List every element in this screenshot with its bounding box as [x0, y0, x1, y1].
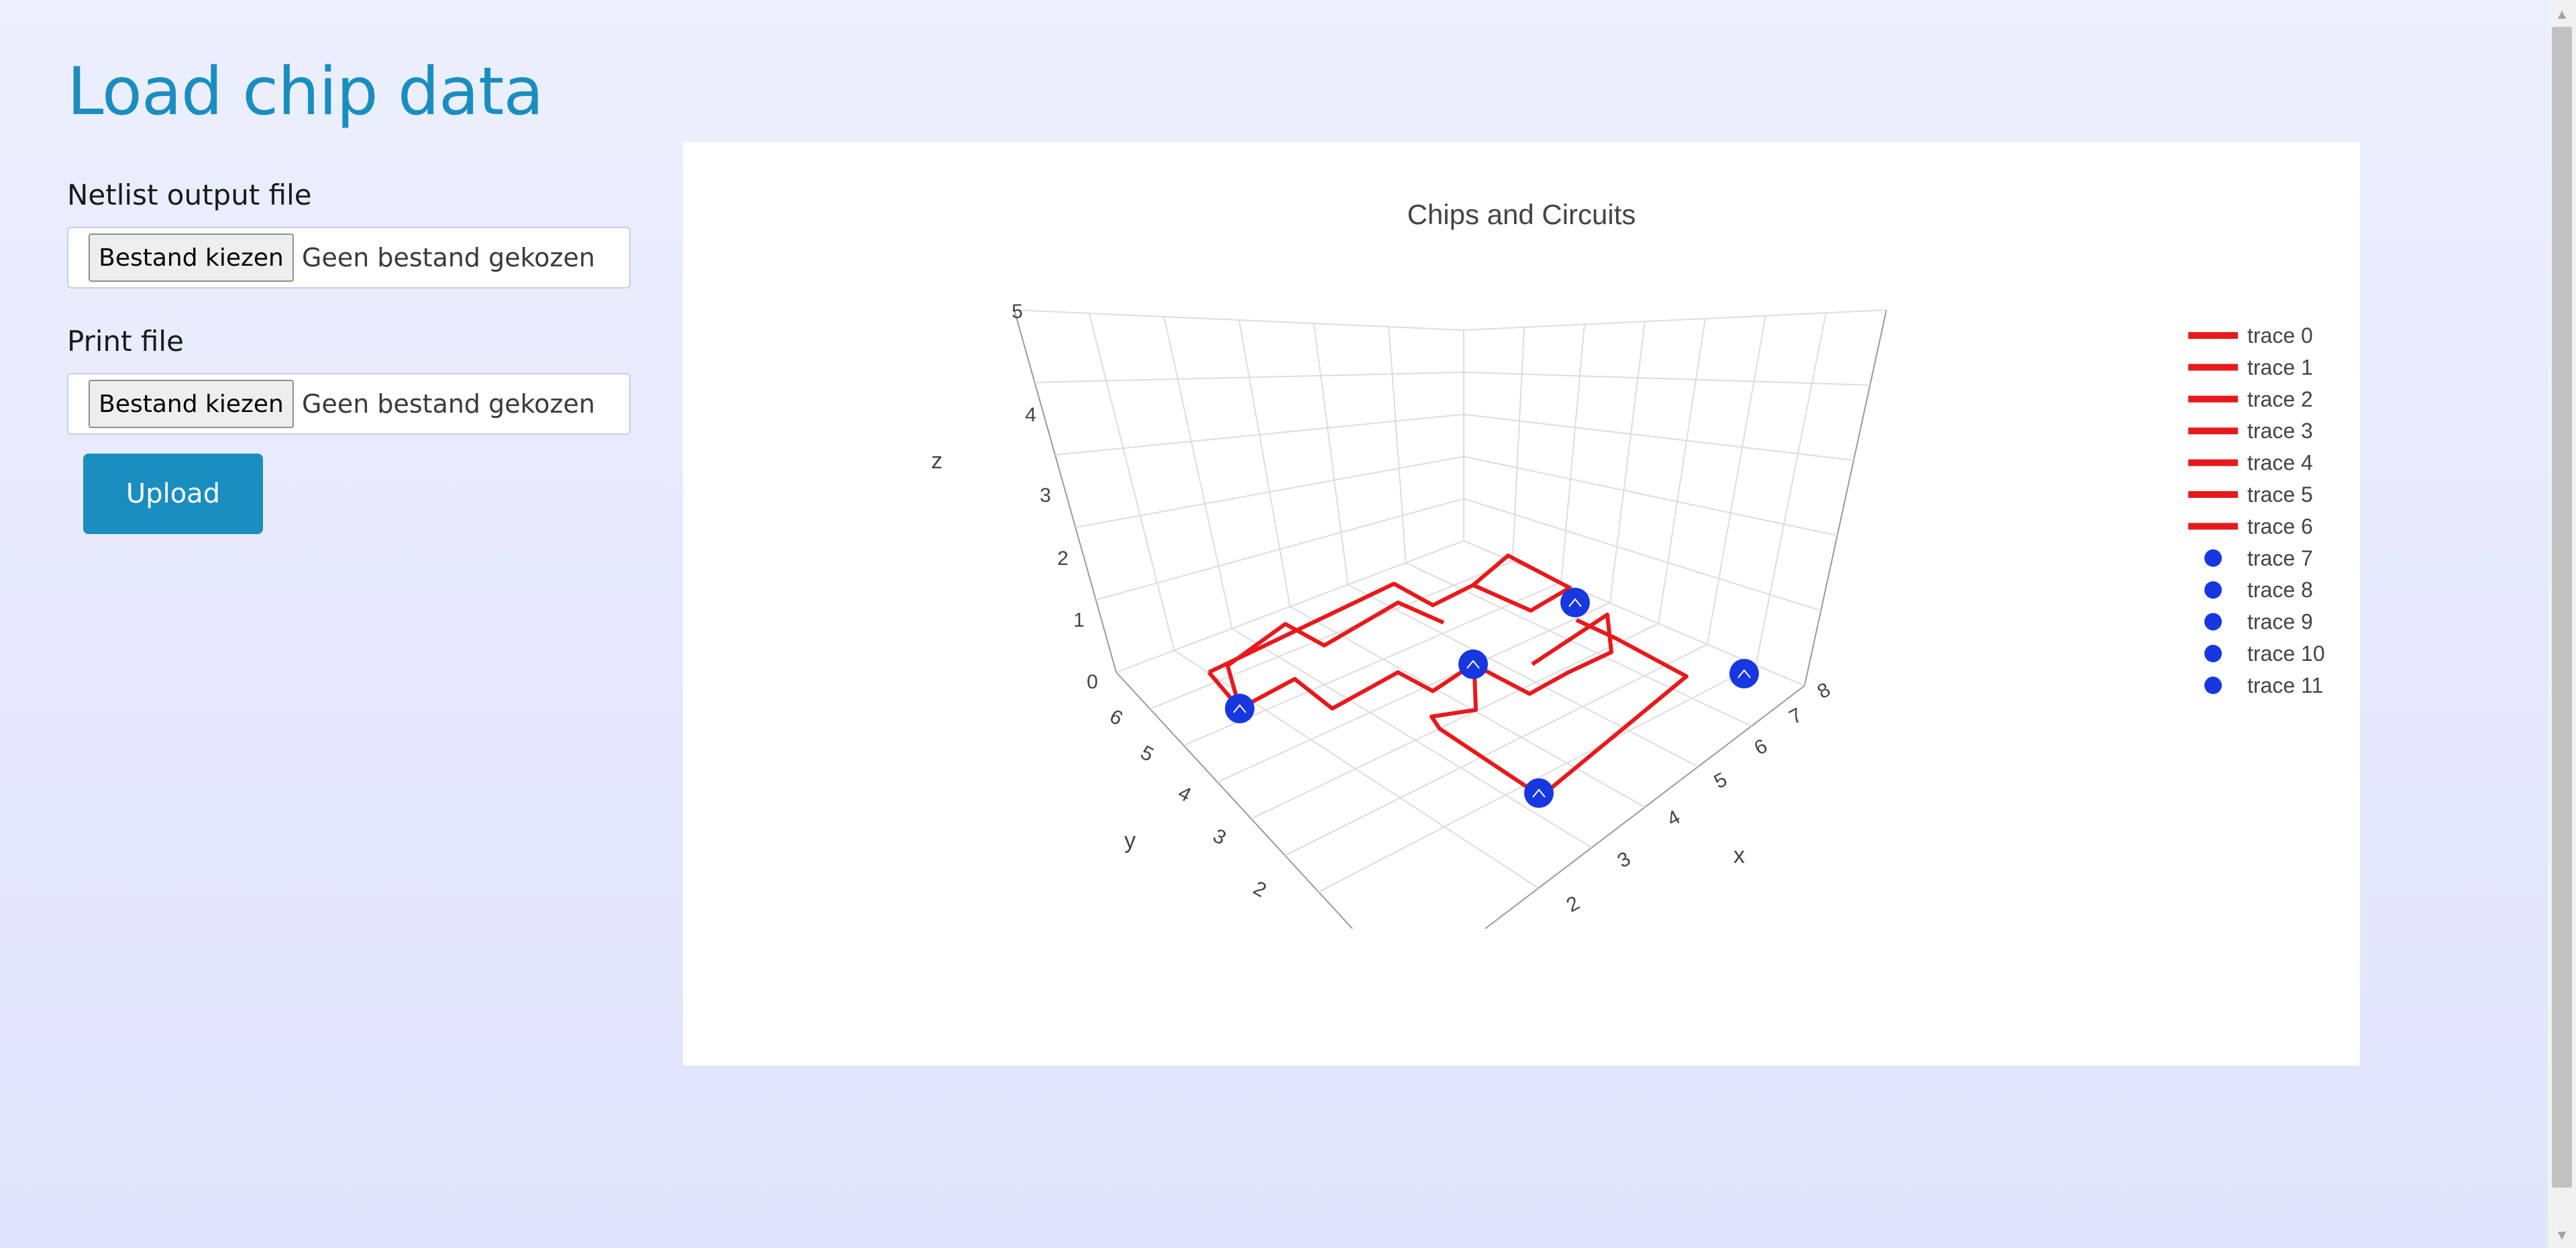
- grid-line: [1464, 499, 1821, 611]
- legend-item[interactable]: trace 9: [2204, 610, 2313, 634]
- legend-item-label: trace 4: [2247, 451, 2313, 475]
- x-tick-label: 6: [1751, 735, 1771, 760]
- legend-item[interactable]: trace 1: [2188, 355, 2313, 379]
- trace-10-marker: [1729, 659, 1759, 688]
- grid-line: [1314, 323, 1348, 584]
- legend-item-label: trace 6: [2247, 514, 2313, 538]
- z-tick-label: 5: [1012, 301, 1023, 323]
- grid-line: [1610, 321, 1645, 603]
- x-tick-label: 7: [1786, 704, 1806, 729]
- trace-3-line: [1209, 584, 1473, 672]
- x-tick-label: 8: [1814, 678, 1834, 703]
- legend-item[interactable]: trace 7: [2204, 546, 2313, 570]
- legend-marker-swatch: [2204, 581, 2222, 599]
- y-tick-label: 4: [1175, 782, 1195, 807]
- legend-item-label: trace 1: [2247, 355, 2313, 379]
- chart-title: Chips and Circuits: [1407, 199, 1636, 230]
- netlist-file-input[interactable]: Bestand kiezen Geen bestand gekozen: [67, 227, 631, 289]
- grid-line: [1239, 320, 1290, 607]
- z-tick-label: 2: [1057, 548, 1069, 570]
- upload-button[interactable]: Upload: [83, 454, 263, 534]
- box-edge: [1014, 310, 1116, 672]
- print-file-status: Geen bestand gekozen: [302, 389, 595, 419]
- trace-8-marker: [1458, 649, 1488, 679]
- trace-4-line: [1473, 556, 1570, 611]
- grid-line: [1089, 313, 1175, 650]
- x-tick-label: 4: [1664, 806, 1684, 831]
- netlist-choose-file-button[interactable]: Bestand kiezen: [89, 233, 294, 282]
- page-title: Load chip data: [67, 54, 543, 130]
- legend-item[interactable]: trace 3: [2188, 419, 2313, 443]
- legend[interactable]: trace 0 trace 1 trace 2 trace 3 trace 4 trace…: [2188, 323, 2325, 697]
- chips-circuits-chart[interactable]: Chips and Circuits 012345z23456y2345678x…: [683, 142, 2360, 1065]
- legend-item-label: trace 11: [2247, 673, 2323, 697]
- legend-item-label: trace 5: [2247, 482, 2313, 507]
- scroll-down-icon[interactable]: ▼: [2548, 1223, 2576, 1247]
- grid-line: [1464, 456, 1837, 535]
- grid-line: [1174, 650, 1538, 888]
- grid-line: [1561, 324, 1585, 582]
- legend-item-label: trace 3: [2247, 419, 2313, 443]
- legend-item[interactable]: trace 4: [2188, 451, 2313, 475]
- z-tick-label: 0: [1087, 671, 1098, 693]
- z-tick-label: 4: [1025, 404, 1036, 426]
- grid-line: [1464, 415, 1854, 460]
- grid-line: [1513, 327, 1524, 562]
- print-choose-file-button[interactable]: Bestand kiezen: [89, 380, 294, 428]
- legend-item-label: trace 8: [2247, 578, 2313, 602]
- legend-item-label: trace 0: [2247, 323, 2313, 348]
- scrollbar-thumb[interactable]: [2552, 27, 2572, 1188]
- legend-item[interactable]: trace 11: [2204, 673, 2323, 697]
- legend-item-label: trace 9: [2247, 610, 2313, 634]
- legend-item[interactable]: trace 6: [2188, 514, 2313, 538]
- legend-item[interactable]: trace 8: [2204, 578, 2313, 602]
- y-tick-label: 2: [1250, 877, 1270, 902]
- trace-11-marker: [1560, 588, 1590, 617]
- legend-item[interactable]: trace 2: [2188, 387, 2313, 411]
- legend-item[interactable]: trace 10: [2204, 641, 2325, 666]
- y-tick-label: 3: [1210, 825, 1230, 849]
- grid-line: [1707, 316, 1766, 645]
- trace-9-marker: [1524, 778, 1554, 808]
- y-tick-label: 5: [1137, 741, 1157, 766]
- grid-line: [1464, 372, 1870, 385]
- netlist-file-status: Geen bestand gekozen: [302, 243, 595, 272]
- grid-line: [1150, 562, 1512, 709]
- grid-line: [1756, 313, 1826, 665]
- legend-marker-swatch: [2204, 645, 2222, 662]
- z-axis-label: z: [931, 448, 943, 474]
- grid-line: [1164, 317, 1232, 629]
- y-tick-label: 6: [1106, 705, 1126, 730]
- x-tick-label: 2: [1563, 892, 1583, 917]
- legend-marker-swatch: [2204, 676, 2222, 694]
- legend-item[interactable]: trace 5: [2188, 482, 2313, 507]
- y-axis-label: y: [1124, 828, 1136, 853]
- print-file-input[interactable]: Bestand kiezen Geen bestand gekozen: [67, 373, 631, 435]
- scroll-up-icon[interactable]: ▲: [2548, 1, 2576, 25]
- trace-markers: [1225, 588, 1759, 808]
- legend-item-label: trace 7: [2247, 546, 2313, 570]
- x-tick-label: 5: [1711, 768, 1731, 793]
- legend-item-label: trace 10: [2247, 641, 2325, 666]
- netlist-label: Netlist output file: [67, 178, 312, 211]
- legend-item[interactable]: trace 0: [2188, 323, 2313, 348]
- legend-marker-swatch: [2204, 550, 2222, 567]
- legend-item-label: trace 2: [2247, 387, 2313, 411]
- z-tick-label: 3: [1040, 484, 1051, 507]
- trace-lines: [1209, 556, 1686, 793]
- grid-line: [1658, 319, 1705, 624]
- grid-lines: [1014, 310, 1886, 929]
- legend-marker-swatch: [2204, 613, 2222, 631]
- z-tick-label: 1: [1073, 609, 1085, 631]
- box-edge: [1805, 310, 1886, 686]
- x-axis-label: x: [1733, 843, 1745, 868]
- print-label: Print file: [67, 325, 184, 358]
- x-tick-label: 3: [1614, 847, 1634, 872]
- scrollbar[interactable]: ▲ ▼: [2548, 0, 2576, 1248]
- trace-7-marker: [1225, 694, 1254, 723]
- grid-line: [1389, 327, 1405, 563]
